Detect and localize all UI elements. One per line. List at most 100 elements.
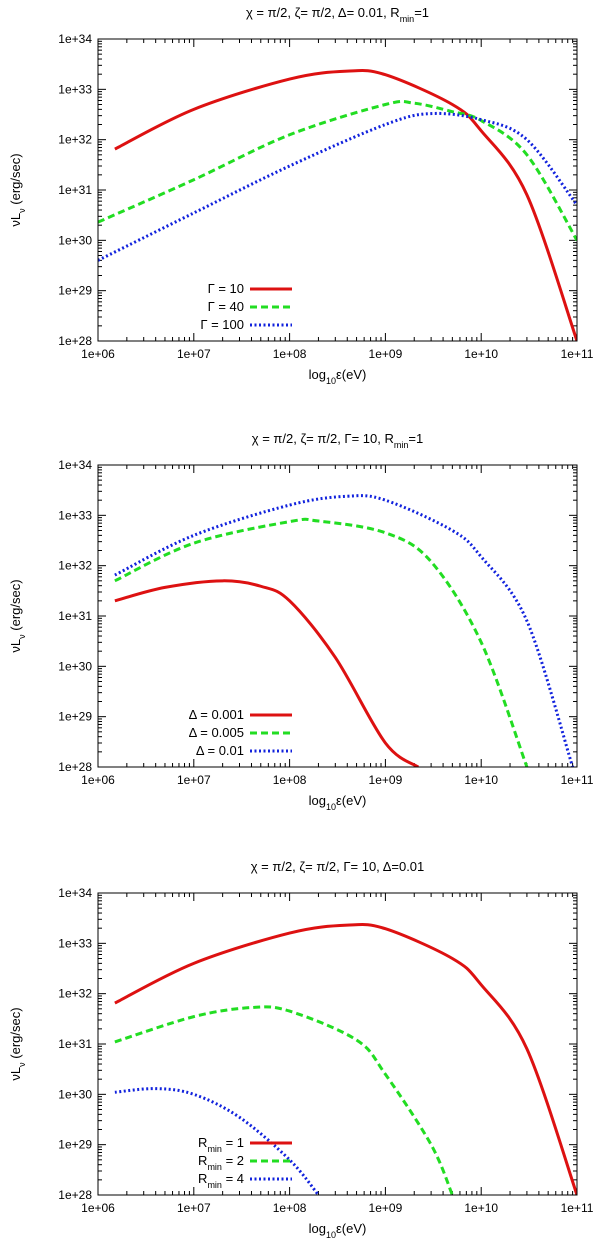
chart-panel-3: χ = π/2, ζ= π/2, Γ= 10, Δ=0.01 1e+06 1e+07… xyxy=(8,859,594,1240)
y-tick-label: 1e+29 xyxy=(58,710,92,724)
x-tick-label: 1e+11 xyxy=(561,347,594,361)
x-tick-label: 1e+11 xyxy=(561,773,594,787)
legend-label-1-part-1: R xyxy=(198,1135,207,1150)
y-axis-label: νLν (erg/sec) xyxy=(8,1007,27,1080)
y-tick-label: 1e+30 xyxy=(58,233,92,247)
chart-title-part-1: χ = π/2, ζ= π/2, Γ= 10, Δ=0.01 xyxy=(251,859,425,874)
x-tick-label: 1e+10 xyxy=(464,773,498,787)
x-tick-label: 1e+10 xyxy=(464,347,498,361)
legend-label-3-subscript: min xyxy=(207,1180,222,1190)
series-line-2 xyxy=(98,99,577,242)
y-tick-label: 1e+32 xyxy=(58,987,92,1001)
y-tick-label: 1e+33 xyxy=(58,936,92,950)
x-tick-label: 1e+08 xyxy=(273,773,307,787)
y-tick-label: 1e+32 xyxy=(58,133,92,147)
x-tick-label: 1e+06 xyxy=(81,347,115,361)
x-tick-label: 1e+08 xyxy=(273,1201,307,1215)
y-tick-label: 1e+34 xyxy=(58,458,92,472)
y-tick-label: 1e+33 xyxy=(58,82,92,96)
x-tick-label: 1e+07 xyxy=(177,347,211,361)
legend-label-2-subscript: min xyxy=(207,1162,222,1172)
chart-title-part-1: χ = π/2, ζ= π/2, Δ= 0.01, R xyxy=(246,5,400,20)
y-tick-label: 1e+30 xyxy=(58,659,92,673)
legend-label-3: Rmin = 4 xyxy=(198,1171,244,1190)
y-axis-label-subscript: ν xyxy=(17,1062,27,1067)
series-line-2 xyxy=(114,517,529,767)
y-axis-label: νLν (erg/sec) xyxy=(8,153,27,226)
x-axis-label-subscript: 10 xyxy=(326,376,336,386)
x-axis-label-part-3: ε(eV) xyxy=(336,793,366,808)
chart-title: χ = π/2, ζ= π/2, Δ= 0.01, Rmin=1 xyxy=(246,5,429,24)
y-axis-label-subscript: ν xyxy=(17,634,27,639)
chart-title-part-3: =1 xyxy=(414,5,429,20)
y-tick-label: 1e+30 xyxy=(58,1087,92,1101)
x-axis-label-subscript: 10 xyxy=(326,1230,336,1240)
legend-label-1-part-1: Γ = 10 xyxy=(208,281,244,296)
legend-label-2-part-3: = 2 xyxy=(222,1153,244,1168)
y-tick-label: 1e+29 xyxy=(58,284,92,298)
chart-title-subscript: min xyxy=(400,14,415,24)
series-line-1 xyxy=(114,68,577,341)
y-tick-label: 1e+31 xyxy=(58,609,92,623)
chart-panel-2: χ = π/2, ζ= π/2, Γ= 10, Rmin=1 1e+06 1e+07… xyxy=(8,431,594,812)
legend-label-1-part-3: = 1 xyxy=(222,1135,244,1150)
chart-title-part-3: =1 xyxy=(408,431,423,446)
y-tick-label: 1e+29 xyxy=(58,1138,92,1152)
chart-title-part-1: χ = π/2, ζ= π/2, Γ= 10, R xyxy=(252,431,394,446)
y-tick-label: 1e+31 xyxy=(58,183,92,197)
x-axis-label-part-3: ε(eV) xyxy=(336,1221,366,1236)
x-axis-label-subscript: 10 xyxy=(326,802,336,812)
x-tick-label: 1e+09 xyxy=(369,1201,403,1215)
legend-label-2: Δ = 0.005 xyxy=(189,725,244,740)
legend-label-3-part-1: Γ = 100 xyxy=(200,317,244,332)
y-axis-label-part-1: νL xyxy=(8,1067,23,1081)
legend-label-2-part-1: Γ = 40 xyxy=(208,299,244,314)
chart-title: χ = π/2, ζ= π/2, Γ= 10, Rmin=1 xyxy=(252,431,423,450)
legend-label-1-subscript: min xyxy=(207,1144,222,1154)
legend-label-1: Γ = 10 xyxy=(208,281,244,296)
y-axis-label-subscript: ν xyxy=(17,208,27,213)
y-tick-label: 1e+32 xyxy=(58,559,92,573)
y-tick-label: 1e+33 xyxy=(58,508,92,522)
series-line-1 xyxy=(114,579,420,767)
legend-label-3-part-1: R xyxy=(198,1171,207,1186)
y-tick-label: 1e+28 xyxy=(58,334,92,348)
plot-frame xyxy=(97,464,578,768)
plot-frame xyxy=(97,38,578,342)
x-axis-label-part-3: ε(eV) xyxy=(336,367,366,382)
y-axis-label-part-3: (erg/sec) xyxy=(8,579,23,634)
y-tick-label: 1e+28 xyxy=(58,1188,92,1202)
plot-frame xyxy=(97,892,578,1196)
x-tick-label: 1e+10 xyxy=(464,1201,498,1215)
legend-label-1: Rmin = 1 xyxy=(198,1135,244,1154)
series-line-3 xyxy=(98,111,577,262)
y-axis-label: νLν (erg/sec) xyxy=(8,579,27,652)
legend-label-2-part-1: Δ = 0.005 xyxy=(189,725,244,740)
y-axis-label-part-1: νL xyxy=(8,213,23,227)
x-tick-label: 1e+09 xyxy=(369,347,403,361)
x-tick-label: 1e+07 xyxy=(177,1201,211,1215)
y-tick-label: 1e+34 xyxy=(58,32,92,46)
legend-label-2-part-1: R xyxy=(198,1153,207,1168)
legend-label-2: Rmin = 2 xyxy=(198,1153,244,1172)
legend-label-1: Δ = 0.001 xyxy=(189,707,244,722)
series-line-1 xyxy=(114,922,577,1195)
x-tick-label: 1e+07 xyxy=(177,773,211,787)
x-tick-label: 1e+09 xyxy=(369,773,403,787)
legend-label-3-part-1: Δ = 0.01 xyxy=(196,743,244,758)
legend-label-3: Γ = 100 xyxy=(200,317,244,332)
x-tick-label: 1e+06 xyxy=(81,773,115,787)
x-axis-label: log10ε(eV) xyxy=(309,1221,367,1240)
y-tick-label: 1e+34 xyxy=(58,886,92,900)
legend-label-3: Δ = 0.01 xyxy=(196,743,244,758)
series-line-3 xyxy=(114,494,575,767)
legend-label-2: Γ = 40 xyxy=(208,299,244,314)
x-axis-label-part-1: log xyxy=(309,793,326,808)
chart-title-subscript: min xyxy=(394,440,409,450)
x-axis-label-part-1: log xyxy=(309,367,326,382)
x-axis-label: log10ε(eV) xyxy=(309,793,367,812)
x-axis-label-part-1: log xyxy=(309,1221,326,1236)
x-tick-label: 1e+06 xyxy=(81,1201,115,1215)
y-tick-label: 1e+28 xyxy=(58,760,92,774)
